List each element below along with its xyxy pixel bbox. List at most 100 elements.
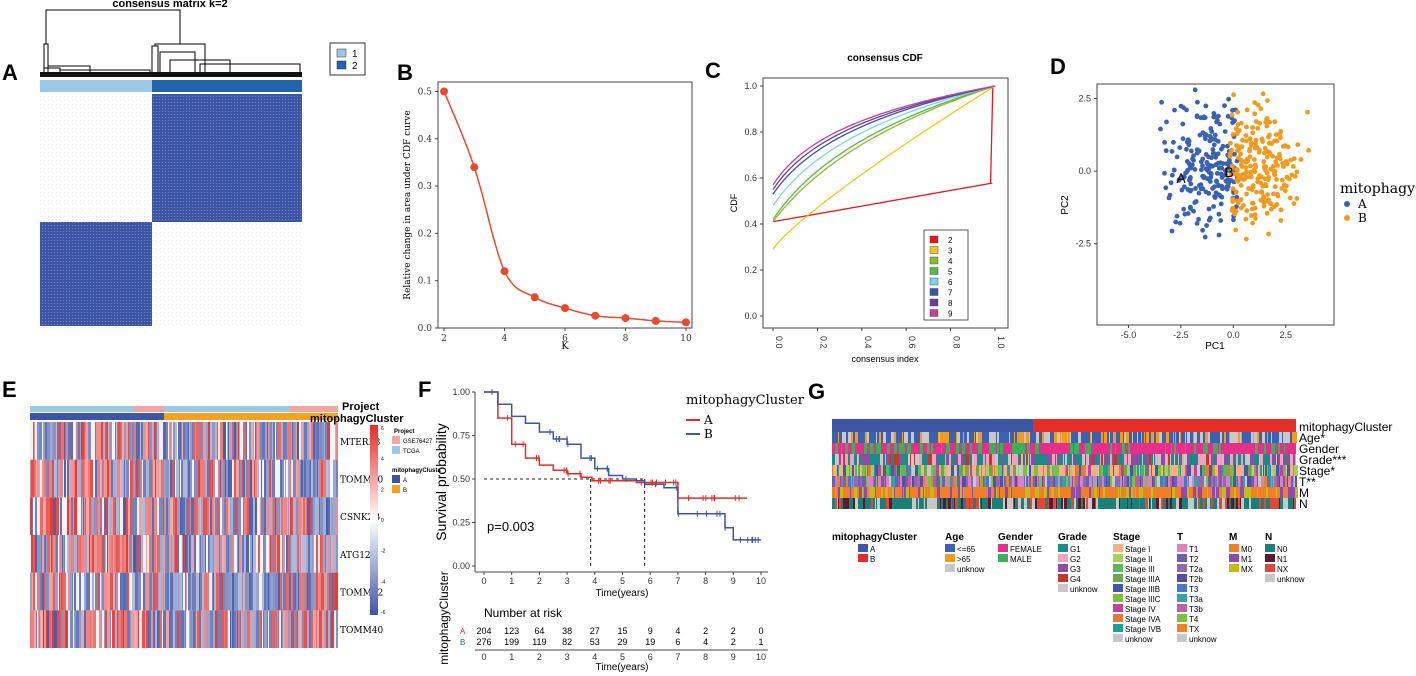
heatmap-cell <box>327 422 330 460</box>
clinical-row-label: mitophagyCluster <box>1299 420 1392 434</box>
heatmap-cell <box>113 459 116 498</box>
clinical-cell <box>854 454 856 465</box>
clinical-cell <box>918 487 920 498</box>
heatmap-cell <box>272 459 275 498</box>
clinical-cell <box>1037 487 1039 498</box>
heatmap-cell <box>304 459 306 498</box>
clinical-cell <box>912 487 915 498</box>
heatmap-cell <box>85 459 88 498</box>
clinical-cell <box>1209 454 1211 465</box>
heatmap-cell <box>47 535 50 573</box>
heatmap-cell <box>270 572 273 611</box>
heatmap-cell <box>300 572 303 611</box>
legend-item-label: unknow <box>1125 635 1153 644</box>
heatmap-cell <box>263 535 264 573</box>
heatmap-cell <box>306 497 307 535</box>
clinical-cell <box>1193 432 1194 443</box>
heatmap-cell <box>130 610 131 648</box>
cdf-legend-label: 4 <box>948 257 953 266</box>
clinical-cell <box>1271 465 1273 476</box>
heatmap-cell <box>318 572 321 611</box>
heatmap-cell <box>228 497 230 535</box>
heatmap-cell <box>92 572 94 611</box>
heatmap-cell <box>68 422 71 460</box>
heatmap-cell <box>149 572 150 611</box>
risk-count-a: 0 <box>758 626 763 636</box>
clinical-cell <box>1273 498 1275 509</box>
heatmap-cell <box>239 422 240 460</box>
clinical-cell <box>1059 454 1062 465</box>
pca-point-b <box>1285 144 1291 150</box>
clinical-cell <box>1181 476 1182 487</box>
clinical-cell <box>968 443 970 454</box>
clinical-cell <box>843 487 844 498</box>
heatmap-cell <box>165 459 166 498</box>
pca-legend-label-b: B <box>1358 211 1367 225</box>
heatmap-cell <box>129 422 131 460</box>
clinical-cell <box>1124 465 1127 476</box>
heatmap-cell <box>307 497 310 535</box>
pca-point-a <box>1226 96 1231 102</box>
clinical-cell <box>976 465 979 476</box>
heatmap-cell <box>59 422 61 460</box>
clinical-cell <box>1120 432 1122 443</box>
heatmap-cell <box>125 459 126 498</box>
heatmap-cell <box>192 610 193 648</box>
clinical-cell <box>1247 498 1249 509</box>
matrix-block-top-right <box>152 94 302 222</box>
heatmap-cell <box>298 610 301 648</box>
heatmap-cell <box>102 459 104 498</box>
heatmap-cell <box>225 572 228 611</box>
clinical-cell <box>1151 465 1152 476</box>
pca-point-b <box>1250 184 1256 190</box>
clinical-cell <box>1068 476 1070 487</box>
clinical-cell <box>1035 487 1037 498</box>
x-tick-label: 3 <box>565 576 570 586</box>
heatmap-cell <box>212 422 215 460</box>
heatmap-cell <box>111 459 113 498</box>
heatmap-cell <box>329 572 332 611</box>
clinical-cell <box>973 443 976 454</box>
heatmap-cell <box>310 535 312 573</box>
clinical-cell <box>1004 476 1006 487</box>
pca-point-b <box>1306 147 1311 153</box>
clinical-cell <box>1234 487 1236 498</box>
legend-swatch <box>945 544 955 552</box>
clinical-cell <box>1218 487 1219 498</box>
clinical-cell <box>1050 476 1053 487</box>
clinical-cell <box>931 465 933 476</box>
clinical-cell <box>1200 465 1202 476</box>
clinical-cell <box>951 465 954 476</box>
clinical-cell <box>1108 476 1109 487</box>
heatmap-cell <box>326 535 328 573</box>
pca-point-a <box>1168 180 1174 186</box>
heatmap-cell <box>120 459 122 498</box>
cluster-row-b <box>1033 419 1296 432</box>
heatmap-cell <box>110 422 112 460</box>
clinical-cell <box>1143 443 1146 454</box>
heatmap-cell <box>212 497 214 535</box>
heatmap-cell <box>332 572 333 611</box>
heatmap-cell <box>107 459 109 498</box>
heatmap-cell <box>108 535 110 573</box>
heatmap-cell <box>52 610 54 648</box>
clinical-cell <box>1005 487 1008 498</box>
clinical-cell <box>1258 432 1259 443</box>
clinical-cell <box>878 465 881 476</box>
plot-frame <box>762 77 1009 329</box>
heatmap-cell <box>152 497 154 535</box>
clinical-cell <box>1014 443 1017 454</box>
pca-point-b <box>1236 175 1241 181</box>
pca-point-a <box>1194 221 1200 226</box>
clinical-cell <box>848 432 851 443</box>
pca-point-a <box>1193 186 1198 191</box>
pca-point-b <box>1252 169 1258 175</box>
clinical-cell <box>1184 476 1185 487</box>
clinical-cell <box>1023 465 1024 476</box>
heatmap-cell <box>136 535 137 573</box>
pca-point-a <box>1163 185 1169 191</box>
clinical-cell <box>959 465 961 476</box>
heatmap-cell <box>227 610 228 648</box>
clinical-cell <box>858 476 860 487</box>
clinical-cell <box>1010 487 1011 498</box>
